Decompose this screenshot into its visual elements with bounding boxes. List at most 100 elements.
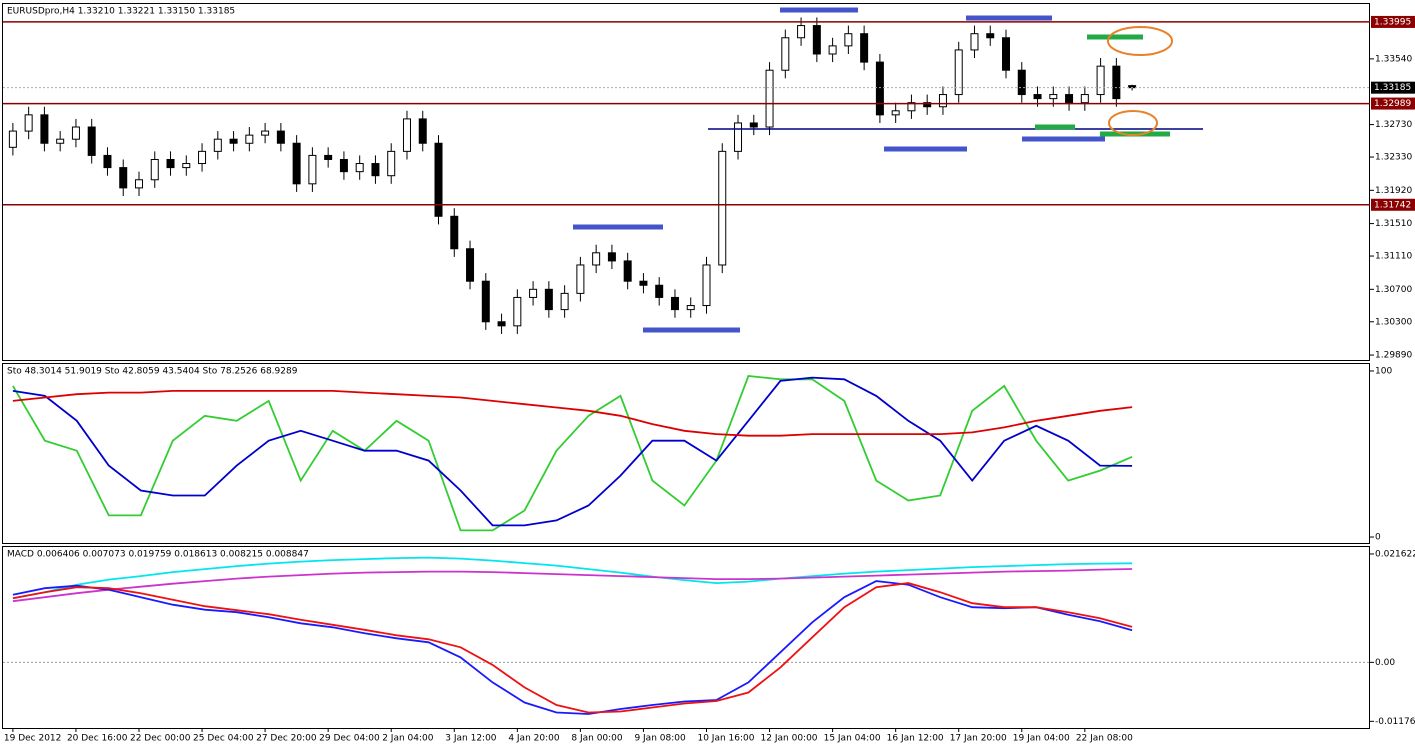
x-tick-label: 12 Jan 00:00: [761, 734, 818, 744]
candle-body: [402, 118, 411, 152]
candle-body: [1017, 69, 1026, 96]
candle-body: [781, 37, 790, 71]
candle-body: [276, 130, 285, 144]
highlight-ellipse: [1108, 110, 1158, 136]
candle-body: [56, 138, 65, 144]
candle-body: [875, 61, 884, 116]
x-tick-label: 27 Dec 20:00: [256, 734, 317, 744]
candle-body: [119, 167, 128, 189]
x-tick-label: 22 Dec 00:00: [130, 734, 191, 744]
candle-body: [466, 248, 475, 282]
candle-body: [1080, 94, 1089, 104]
current-price-box: [1371, 81, 1415, 94]
candle-body: [544, 288, 553, 311]
candle-body: [718, 150, 727, 266]
candle-body: [355, 163, 364, 173]
y-tick-label: 0.021622: [1375, 549, 1415, 559]
y-tick-label: 1.31510: [1375, 219, 1412, 229]
x-tick-label: 19 Dec 2012: [4, 734, 62, 744]
y-tick-label: 1.29890: [1375, 351, 1412, 361]
candle-body: [481, 280, 490, 323]
candle-body: [40, 114, 49, 144]
candle-body: [576, 264, 585, 294]
candle-body: [292, 142, 301, 185]
candle-body: [229, 138, 238, 144]
panel-title: MACD 0.006406 0.007073 0.019759 0.018613…: [7, 550, 309, 560]
panel-title: Sto 48.3014 51.9019 Sto 42.8059 43.5404 …: [7, 367, 298, 377]
candle-body: [450, 215, 459, 250]
candle-body: [103, 154, 112, 169]
indicator-line: [12, 580, 1133, 715]
indicator-line: [12, 582, 1133, 714]
candle-body: [1049, 94, 1058, 100]
candle-body: [1096, 65, 1105, 96]
candle-body: [623, 260, 632, 282]
candle-body: [324, 154, 333, 160]
x-tick-label: 25 Dec 04:00: [193, 734, 254, 744]
x-tick-label: 17 Jan 20:00: [950, 734, 1007, 744]
candle-body: [198, 150, 207, 165]
candle-body: [828, 45, 837, 55]
candle-body: [1002, 37, 1011, 71]
indicator-line: [12, 376, 1133, 527]
candle-body: [24, 114, 33, 132]
x-tick-label: 15 Jan 04:00: [824, 734, 881, 744]
candle-body: [166, 158, 175, 169]
candle-body: [434, 142, 443, 217]
y-tick-label: 1.32330: [1375, 153, 1412, 163]
indicator-line: [12, 556, 1133, 600]
candle-body: [182, 163, 191, 169]
candle-body: [87, 126, 96, 156]
y-tick-label: 1.32730: [1375, 120, 1412, 130]
indicator-line: [12, 568, 1133, 603]
x-tick-label: 16 Jan 12:00: [887, 734, 944, 744]
y-tick-label: 1.30300: [1375, 317, 1412, 327]
x-tick-label: 20 Dec 16:00: [67, 734, 128, 744]
stochastic-panel: [2, 363, 1370, 544]
candle-body: [387, 150, 396, 177]
candle-body: [150, 158, 159, 181]
candle-body: [497, 321, 506, 327]
candle-body: [1065, 94, 1074, 104]
x-tick-label: 10 Jan 16:00: [697, 734, 754, 744]
candle-body: [592, 252, 601, 266]
candle-body: [702, 264, 711, 307]
y-tick-label: 0: [1375, 533, 1381, 543]
y-tick-label: 100: [1375, 366, 1392, 376]
level-label-box: [1371, 198, 1415, 211]
level-label-box: [1371, 97, 1415, 110]
candle-body: [655, 284, 664, 298]
candle-body: [71, 126, 80, 140]
x-tick-label: 19 Jan 04:00: [1013, 734, 1070, 744]
candle-body: [986, 33, 995, 39]
candle-body: [670, 296, 679, 311]
annotations: [573, 7, 1203, 333]
level-label: 1.31742: [1374, 200, 1411, 210]
x-tick-label: 3 Jan 12:00: [445, 734, 497, 744]
candle-body: [134, 179, 143, 189]
candle-body: [213, 138, 222, 152]
candle-body: [749, 122, 758, 128]
panel-title: EURUSDpro,H4 1.33210 1.33221 1.33150 1.3…: [7, 7, 235, 17]
y-tick-label: 1.31920: [1375, 186, 1412, 196]
candle-body: [1033, 94, 1042, 100]
x-tick-label: 2 Jan 04:00: [382, 734, 434, 744]
indicator-line: [12, 390, 1133, 437]
price-panel: [2, 3, 1370, 361]
level-label-box: [1371, 15, 1415, 28]
candle-body: [923, 102, 932, 108]
candle-body: [891, 110, 900, 116]
candle-body: [686, 305, 695, 311]
candle-body: [339, 158, 348, 173]
candle-body: [513, 296, 522, 327]
highlight-ellipse: [1107, 26, 1173, 56]
x-tick-label: 22 Jan 08:00: [1076, 734, 1133, 744]
candle-body: [844, 33, 853, 47]
y-tick-label: 1.31110: [1375, 252, 1412, 262]
x-tick-label: 4 Jan 20:00: [508, 734, 560, 744]
candle-body: [8, 130, 17, 148]
x-tick-label: 9 Jan 08:00: [634, 734, 686, 744]
x-tick-label: 29 Dec 04:00: [319, 734, 380, 744]
